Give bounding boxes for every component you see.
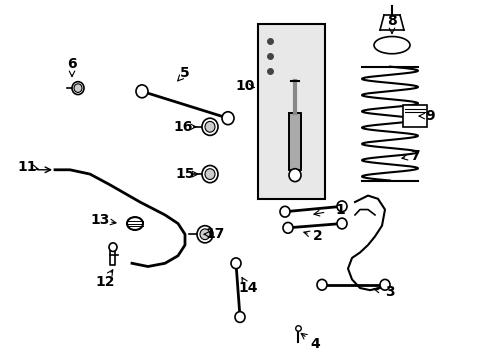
Circle shape <box>235 312 244 323</box>
Ellipse shape <box>127 217 142 230</box>
Text: 14: 14 <box>238 281 257 295</box>
Bar <box>258 24 325 199</box>
Circle shape <box>74 84 82 93</box>
Text: 9: 9 <box>425 109 434 123</box>
Circle shape <box>202 118 218 135</box>
Text: 16: 16 <box>173 120 192 134</box>
Circle shape <box>283 222 292 233</box>
Bar <box>402 105 426 127</box>
Text: 17: 17 <box>205 227 224 241</box>
Circle shape <box>230 258 241 269</box>
Text: 3: 3 <box>385 285 394 299</box>
Text: 10: 10 <box>235 79 254 93</box>
Circle shape <box>336 218 346 229</box>
Circle shape <box>336 201 346 212</box>
Text: 7: 7 <box>409 149 419 163</box>
Text: 8: 8 <box>386 14 396 28</box>
Circle shape <box>288 169 301 181</box>
Circle shape <box>202 166 218 183</box>
Circle shape <box>204 121 215 132</box>
Text: 1: 1 <box>334 203 344 217</box>
Circle shape <box>379 279 389 290</box>
Text: 15: 15 <box>175 167 194 181</box>
Ellipse shape <box>373 36 409 54</box>
Circle shape <box>316 279 326 290</box>
Text: 13: 13 <box>90 213 109 227</box>
Text: 5: 5 <box>180 66 189 80</box>
Circle shape <box>200 229 209 240</box>
Circle shape <box>72 82 84 95</box>
Circle shape <box>136 85 148 98</box>
Text: 12: 12 <box>95 275 115 289</box>
Circle shape <box>197 226 213 243</box>
Circle shape <box>109 243 117 252</box>
Bar <box>288 113 301 170</box>
Circle shape <box>280 206 289 217</box>
Circle shape <box>204 169 215 180</box>
Text: 6: 6 <box>67 58 77 72</box>
Text: 4: 4 <box>309 337 319 351</box>
Circle shape <box>222 112 234 125</box>
Text: 2: 2 <box>312 229 322 243</box>
Text: 11: 11 <box>17 159 37 174</box>
